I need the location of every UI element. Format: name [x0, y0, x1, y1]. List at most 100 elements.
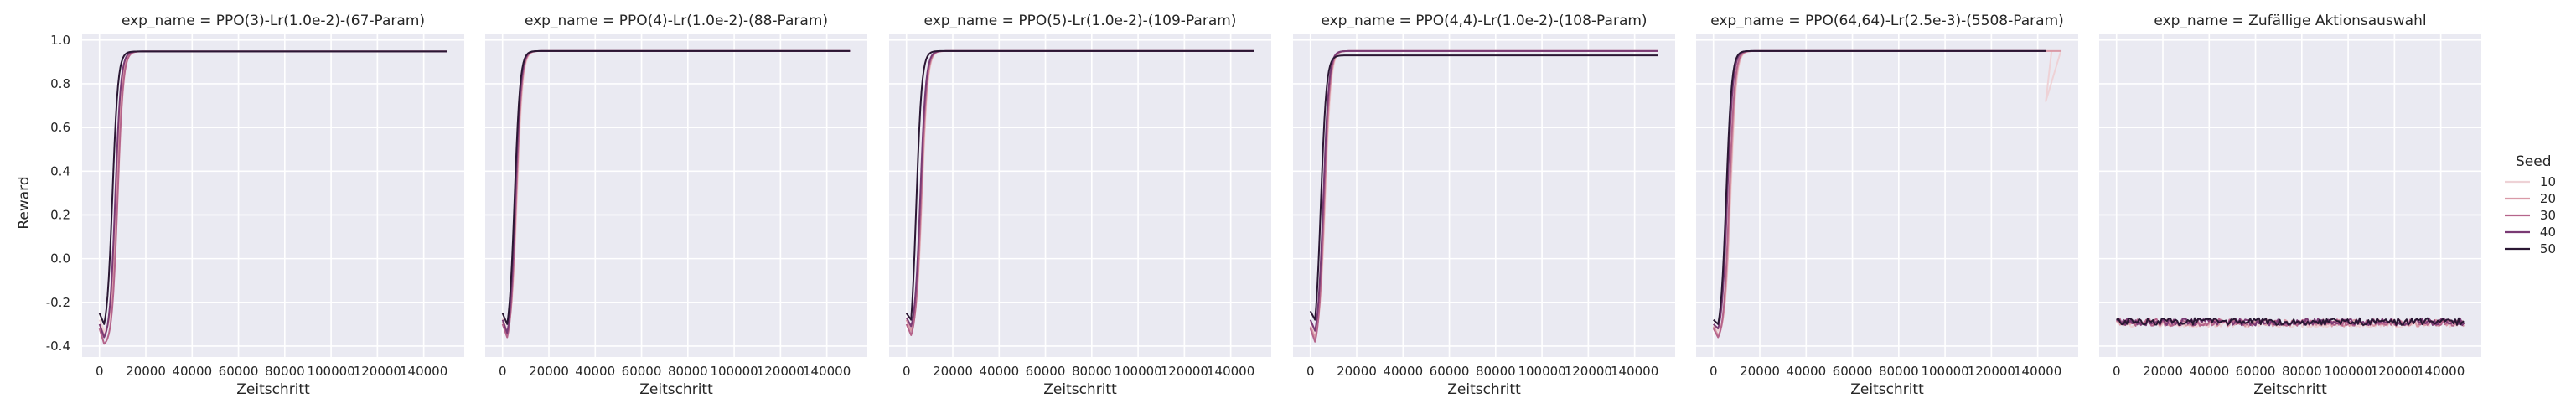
- x-tick-label: 100000: [2324, 364, 2372, 379]
- x-tick-label: 20000: [126, 364, 166, 379]
- y-tick-label: -0.2: [46, 295, 70, 310]
- x-tick-label: 140000: [400, 364, 447, 379]
- x-tick-label: 100000: [1921, 364, 1968, 379]
- facet-panel: exp_name = PPO(5)-Lr(1.0e-2)-(109-Param)…: [889, 13, 1271, 398]
- series-line-seed-50: [98, 50, 447, 325]
- y-tick-label: 0.0: [50, 251, 70, 266]
- x-tick-label: 0: [2113, 364, 2121, 379]
- facet-panel: exp_name = PPO(4,4)-Lr(1.0e-2)-(108-Para…: [1293, 13, 1675, 398]
- x-tick-label: 60000: [1833, 364, 1873, 379]
- x-axis-label: Zeitschritt: [236, 381, 310, 398]
- x-tick-label: 100000: [307, 364, 354, 379]
- facet-title: exp_name = Zufällige Aktionsauswahl: [2154, 13, 2426, 29]
- x-tick-label: 20000: [1337, 364, 1377, 379]
- x-tick-label: 120000: [354, 364, 401, 379]
- x-axis-label: Zeitschritt: [1447, 381, 1521, 398]
- x-tick-label: 140000: [2417, 364, 2465, 379]
- x-tick-label: 140000: [1207, 364, 1254, 379]
- y-tick-label: 0.4: [50, 163, 70, 178]
- facet-panel: exp_name = Zufällige Aktionsauswahl 0 2000…: [2099, 13, 2481, 398]
- x-tick-label: 100000: [710, 364, 758, 379]
- x-tick-label: 80000: [668, 364, 708, 379]
- x-axis-label: Zeitschritt: [639, 381, 713, 398]
- series-line-seed-50: [1713, 49, 2046, 325]
- x-tick-label: 120000: [1968, 364, 2015, 379]
- x-tick-label: 100000: [1114, 364, 1161, 379]
- x-tick-label: 60000: [1026, 364, 1066, 379]
- x-axis-label: Zeitschritt: [1850, 381, 1924, 398]
- x-tick-label: 60000: [219, 364, 259, 379]
- y-tick-label: 0.2: [50, 207, 70, 222]
- series-line-seed-50: [1309, 54, 1658, 321]
- legend-item: 30: [2505, 208, 2556, 223]
- series-line-seed-40: [1309, 49, 1658, 332]
- x-tick-label: 140000: [1611, 364, 1658, 379]
- x-tick-label: 20000: [933, 364, 973, 379]
- x-tick-label: 40000: [1383, 364, 1423, 379]
- plot-background: [1293, 34, 1675, 357]
- x-tick-label: 80000: [1879, 364, 1919, 379]
- x-tick-label: 40000: [979, 364, 1019, 379]
- x-tick-label: 80000: [2282, 364, 2322, 379]
- y-tick-label: 0.6: [50, 120, 70, 135]
- x-tick-label: 40000: [2189, 364, 2229, 379]
- x-tick-label: 60000: [2236, 364, 2276, 379]
- x-tick-label: 80000: [1072, 364, 1112, 379]
- x-tick-label: 120000: [1161, 364, 1208, 379]
- legend-label: 10: [2540, 174, 2556, 189]
- plot-background: [1696, 34, 2078, 357]
- x-axis-label: Zeitschritt: [1043, 381, 1117, 398]
- x-tick-label: 120000: [1565, 364, 1612, 379]
- legend-item: 10: [2505, 174, 2556, 189]
- y-tick-label: 0.8: [50, 76, 70, 91]
- x-tick-label: 140000: [2014, 364, 2061, 379]
- facet-title: exp_name = PPO(4,4)-Lr(1.0e-2)-(108-Para…: [1321, 13, 1647, 29]
- y-axis-label: Reward: [16, 176, 33, 229]
- x-tick-label: 60000: [622, 364, 662, 379]
- x-tick-label: 20000: [529, 364, 569, 379]
- x-axis-label: Zeitschritt: [2253, 381, 2327, 398]
- x-tick-label: 0: [1306, 364, 1315, 379]
- facet-title: exp_name = PPO(64,64)-Lr(2.5e-3)-(5508-P…: [1710, 13, 2064, 29]
- legend-item: 20: [2505, 191, 2556, 206]
- legend-label: 50: [2540, 241, 2556, 256]
- y-tick-label: -0.4: [46, 339, 70, 354]
- x-tick-label: 40000: [172, 364, 212, 379]
- x-tick-label: 60000: [1430, 364, 1470, 379]
- x-tick-label: 140000: [803, 364, 851, 379]
- plot-background: [82, 34, 464, 357]
- facet-title: exp_name = PPO(4)-Lr(1.0e-2)-(88-Param): [525, 13, 828, 29]
- y-tick-label: 1.0: [50, 33, 70, 48]
- x-tick-label: 120000: [757, 364, 804, 379]
- legend-label: 20: [2540, 191, 2556, 206]
- plot-background: [485, 34, 867, 357]
- x-tick-label: 0: [499, 364, 507, 379]
- series-line-seed-50: [2116, 317, 2465, 326]
- x-tick-label: 80000: [265, 364, 305, 379]
- x-tick-label: 80000: [1476, 364, 1516, 379]
- facet-title: exp_name = PPO(3)-Lr(1.0e-2)-(67-Param): [122, 13, 425, 29]
- facet-title: exp_name = PPO(5)-Lr(1.0e-2)-(109-Param): [924, 13, 1237, 29]
- facet-panel: exp_name = PPO(4)-Lr(1.0e-2)-(88-Param) 0…: [485, 13, 867, 398]
- x-tick-label: 0: [903, 364, 911, 379]
- legend-item: 40: [2505, 225, 2556, 240]
- plot-background: [2099, 34, 2481, 357]
- x-tick-label: 20000: [2143, 364, 2183, 379]
- facet-panel: exp_name = PPO(64,64)-Lr(2.5e-3)-(5508-P…: [1696, 13, 2078, 398]
- x-tick-label: 40000: [575, 364, 615, 379]
- plot-background: [889, 34, 1271, 357]
- x-tick-label: 100000: [1518, 364, 1565, 379]
- series-line-seed-50: [501, 49, 851, 325]
- x-tick-label: 0: [1710, 364, 1718, 379]
- legend-title: Seed: [2516, 153, 2552, 170]
- series-line-seed-50: [905, 49, 1254, 321]
- x-tick-label: 20000: [1740, 364, 1780, 379]
- legend-label: 30: [2540, 208, 2556, 223]
- facet-panel: exp_name = PPO(3)-Lr(1.0e-2)-(67-Param) -…: [46, 13, 464, 398]
- x-tick-label: 40000: [1786, 364, 1826, 379]
- x-tick-label: 120000: [2371, 364, 2418, 379]
- legend-item: 50: [2505, 241, 2556, 256]
- x-tick-label: 0: [96, 364, 104, 379]
